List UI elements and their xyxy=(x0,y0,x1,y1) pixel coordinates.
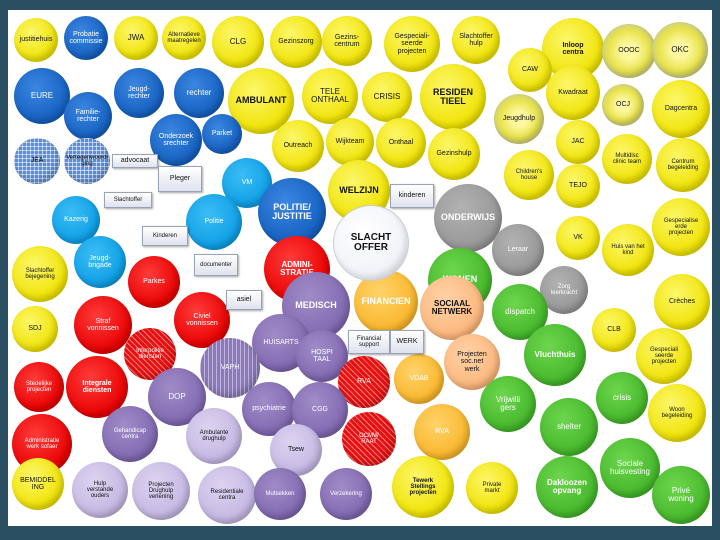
circle-woon-begeleiding: Woon begeleiding xyxy=(648,384,706,442)
circle-gespeciali-seerde-projecten: Gespeciali seerde projecten xyxy=(636,328,692,384)
circle-parkes: Parkes xyxy=(128,256,180,308)
circle-alternatieve-maatregelen: Alternatieve maatregelen xyxy=(162,16,206,60)
circle-ocmw-raat: OCMW RAAT xyxy=(342,412,396,466)
circle-children-s-house: Children's house xyxy=(504,150,554,200)
circle-slacht-offer: SLACHT OFFER xyxy=(334,206,408,280)
circle-financien: FINANCIEN xyxy=(354,270,418,334)
circle-sociale-huisvesting: Sociale huisvesting xyxy=(600,438,660,498)
circle-eure: EURE xyxy=(14,68,70,124)
circle-mutsekken: Mutsekken xyxy=(254,468,306,520)
box-kinderen: Kinderen xyxy=(142,226,188,246)
circle-sdj: SDJ xyxy=(12,306,58,352)
circle-jwa: JWA xyxy=(114,16,158,60)
circle-jac: JAC xyxy=(556,120,600,164)
circle-wijkteam: Wijkteam xyxy=(326,118,374,166)
circle-caw: CAW xyxy=(508,48,552,92)
box-asiel: asiel xyxy=(226,290,262,310)
circle-private-markt: Private markt xyxy=(466,462,518,514)
circle-dagcentra: Dagcentra xyxy=(652,80,710,138)
circle-politie: Politie xyxy=(186,194,242,250)
box-slachtoffer: Slachtoffer xyxy=(104,192,152,208)
circle-rechter: rechter xyxy=(174,68,224,118)
circle-multidisc-clinic-team: Multidisc clinic team xyxy=(602,134,652,184)
circle-familie-rechter: Familie- rechter xyxy=(64,92,112,140)
circle-zorg-leerkracht: Zorg leerkracht xyxy=(540,266,588,314)
circle-outreach: Outreach xyxy=(272,120,324,172)
circle-oooc: OOOC xyxy=(602,24,656,78)
circle-ambulante-drughulp: Ambulante drughulp xyxy=(186,408,242,464)
circle-ocj: OCJ xyxy=(602,84,644,126)
circle-priv-woning: Privé woning xyxy=(652,466,710,524)
circle-dakloozen-opvang: Dakloozen opvang xyxy=(536,456,598,518)
circle-rva: RVA xyxy=(414,404,470,460)
circle-jeugd-brigade: Jeugd- brigade xyxy=(74,236,126,288)
circle-gespecialise-erde-projecten: Gespecialise erde projecten xyxy=(652,198,710,256)
circle-crisis: crisis xyxy=(596,372,648,424)
circle-politie-justitie: POLITIE/ JUSTITIE xyxy=(258,178,326,246)
box-pleger: Pleger xyxy=(158,166,202,192)
box-werk: WERK xyxy=(390,330,424,354)
circle-hulp-verstande-ouders: Hulp verstande ouders xyxy=(72,462,128,518)
service-network-diagram: justitiehuis Probatie commissie JWA Alterna… xyxy=(8,10,712,526)
circle-rva: RVA xyxy=(338,356,390,408)
circle-huis-van-het-kind: Huis van het kind xyxy=(602,224,654,276)
circle-residen-tieel: RESIDEN TIEEL xyxy=(420,64,486,130)
circle-justitiehuis: justitiehuis xyxy=(14,18,58,62)
circle-onderwijs: ONDERWIJS xyxy=(434,184,502,252)
circle-tele-onthaal: TELE ONTHAAL xyxy=(302,68,358,124)
circle-clg: CLG xyxy=(212,16,264,68)
circle-vk: VK xyxy=(556,216,600,260)
circle-cr-ches: Crèches xyxy=(654,274,710,330)
circle-crisis: CRISIS xyxy=(362,72,412,122)
circle-clb: CLB xyxy=(592,308,636,352)
circle-jeugdhulp: Jeugdhulp xyxy=(494,94,544,144)
circle-tsew: Tsew xyxy=(270,424,322,476)
circle-jea: JEA xyxy=(14,138,60,184)
circle-onthaal: Onthaal xyxy=(376,118,426,168)
circle-vdab: VDAB xyxy=(394,354,444,404)
circle-projecten-drughulp-verlening: Projecten Drughulp verlening xyxy=(132,462,190,520)
circle-shelter: shelter xyxy=(540,398,598,456)
circle-sociaal-netwerk: SOCIAAL NETWERK xyxy=(420,276,484,340)
circle-onderzoek-srechter: Onderzoek srechter xyxy=(150,114,202,166)
circle-slachtoffer-hulp: Slachtoffer hulp xyxy=(452,16,500,64)
circle-okc: OKC xyxy=(652,22,708,78)
circle-gespeciali-seerde-projecten: Gespeciali- seerde projecten xyxy=(384,16,440,72)
circle-gezinshulp: Gezinshulp xyxy=(428,128,480,180)
circle-vluchthuis: Vluchthuis xyxy=(524,324,586,386)
circle-vertegenwoordiging: Vertegenwoordiging xyxy=(64,138,110,184)
box-kinderen: kinderen xyxy=(390,184,434,208)
circle-leraar: Leraar xyxy=(492,224,544,276)
circle-tewerk-stellings-projecten: Tewerk Stellings projecten xyxy=(392,456,454,518)
circle-stedelijke-projecten: Stedelijke projecten xyxy=(14,362,64,412)
circle-integrale-diensten: Integrale diensten xyxy=(66,356,128,418)
circle-kwadraat: Kwadraat xyxy=(546,66,600,120)
circle-vrijwilli-gers: Vrijwilli gers xyxy=(480,376,536,432)
circle-straf-vonnissen: Straf vonnissen xyxy=(74,296,132,354)
circle-probatie-commissie: Probatie commissie xyxy=(64,16,108,60)
circle-slachtoffer-bejegening: Slachtoffer bejegening xyxy=(12,246,68,302)
circle-tejo: TEJO xyxy=(556,164,600,208)
circle-gehandicap-centra: Gehandicap centra xyxy=(102,406,158,462)
circle-verzekering: Verzekering xyxy=(320,468,372,520)
circle-gezinszorg: Gezinszorg xyxy=(270,16,322,68)
box-financial-support: Financial support xyxy=(348,330,390,354)
circle-jeugd-rechter: Jeugd- rechter xyxy=(114,68,164,118)
circle-parket: Parket xyxy=(202,114,242,154)
circle-bemiddel-ing: BEMIDDEL ING xyxy=(12,458,64,510)
circle-centrum-begeleiding: Centrum begeleiding xyxy=(656,138,710,192)
circle-gezins-centrum: Gezins- centrum xyxy=(322,16,372,66)
circle-residentiale-centra: Residentiale centra xyxy=(198,466,256,524)
box-advocaat: advocaat xyxy=(112,154,158,168)
box-documenter: documenter xyxy=(194,254,238,276)
circle-psychiatrie: psychiatrie xyxy=(242,382,296,436)
